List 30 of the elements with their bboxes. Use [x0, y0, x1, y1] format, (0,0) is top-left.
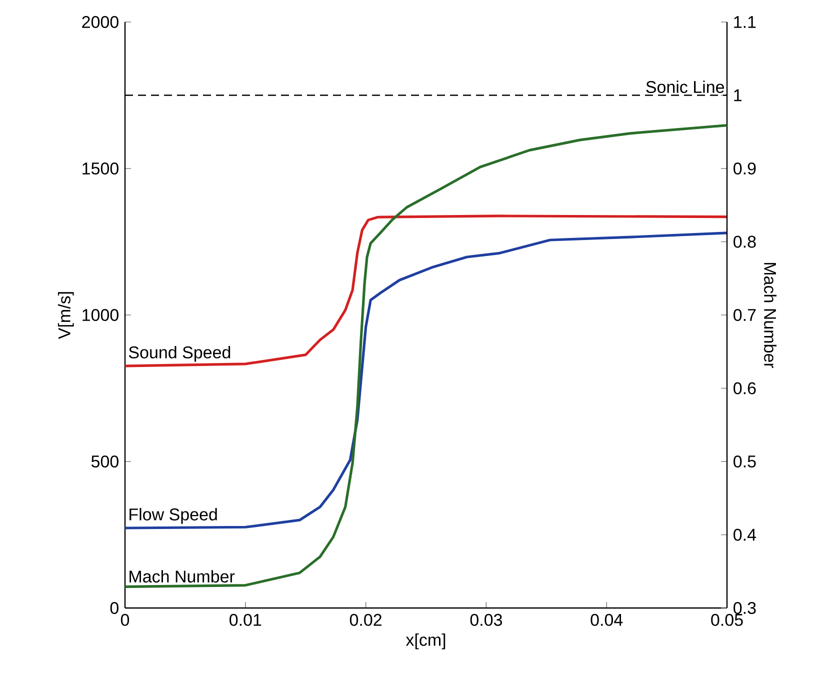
line-series — [124, 232, 728, 530]
y2-tick-label: 0.5 — [734, 455, 756, 468]
y-tick-label: 0 — [110, 602, 118, 614]
x-tick-label: 0.02 — [350, 614, 382, 626]
ref-line-label: Sonic Line — [646, 80, 724, 94]
x-tick-label: 0.03 — [470, 614, 502, 626]
line-series — [124, 124, 728, 588]
y2-tick-label: 1.1 — [734, 16, 756, 28]
y2-tick-label: 0.8 — [734, 236, 756, 248]
y-tick-label: 1000 — [82, 308, 118, 322]
y-tick-label: 1500 — [82, 162, 118, 175]
line-series — [124, 214, 728, 368]
y2-tick-label: 0.7 — [734, 308, 756, 322]
y-axis-title: V[m/s] — [58, 292, 74, 340]
x-tick-label: 0.01 — [230, 614, 262, 626]
series-label: Flow Speed — [130, 508, 217, 524]
x-tick-label: 0 — [120, 614, 130, 626]
y2-tick-label: 1 — [734, 89, 742, 102]
x-axis-title: x[cm] — [406, 633, 446, 650]
x-tick-label: 0.04 — [590, 614, 623, 626]
y2-tick-label: 0.6 — [734, 382, 756, 394]
y2-tick-label: 0.9 — [734, 162, 756, 175]
y-tick-label: 500 — [91, 455, 118, 468]
x-tick-label: 0.05 — [711, 614, 743, 626]
y-tick-label: 2000 — [82, 16, 118, 28]
series-label: Mach Number — [130, 570, 235, 583]
y2-tick-label: 0.4 — [734, 528, 756, 541]
y2-axis-title: Mach Number — [764, 263, 777, 368]
y2-tick-label: 0.3 — [734, 602, 756, 614]
series-label: Sound Speed — [128, 346, 230, 362]
